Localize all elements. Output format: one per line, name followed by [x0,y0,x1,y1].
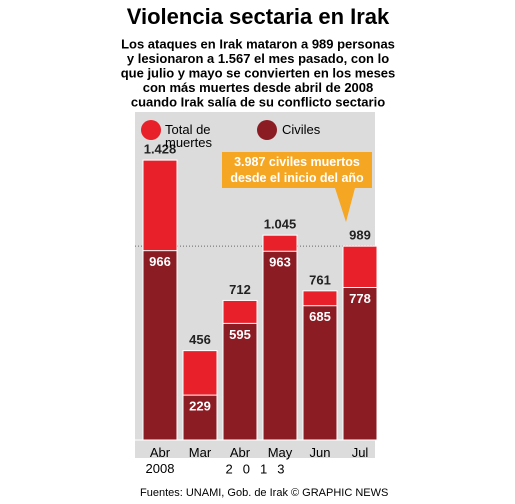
subtitle-line: que julio y mayo se convierten en los me… [121,65,396,80]
annotation: 3.987 civiles muertos desde el inicio de… [222,152,372,188]
legend-swatch [257,120,277,140]
data-label: 229 [189,399,211,414]
data-label: 966 [149,254,171,269]
annotation-pointer [335,188,355,222]
data-label: 1.045 [264,217,297,232]
x-tick-label: May [268,445,293,460]
bar [222,322,258,441]
bar [302,305,338,441]
data-label: 712 [229,282,251,297]
chart-title: Violencia sectaria en Irak [127,4,390,29]
data-label: 595 [229,327,251,342]
legend-label: Civiles [282,122,321,137]
subtitle-line: y lesionaron a 1.567 el mes pasado, con … [127,51,389,66]
legend-swatch [141,120,161,140]
x-tick-label: Mar [189,445,212,460]
subtitle-line: Los ataques en Irak mataron a 989 person… [121,36,395,51]
legend-label: Total de muertes [165,122,212,150]
bar [262,250,298,441]
bar [342,287,378,441]
data-label: 456 [189,332,211,347]
x-tick-label: Abr 2008 [146,445,175,476]
bar [142,250,178,441]
x-tick-label: Jun [310,445,331,460]
subtitle-line: con más muertes desde abril de 2008 [143,80,374,95]
data-label: 778 [349,291,371,306]
x-tick-label: Jul [352,445,369,460]
data-label: 1.428 [144,142,177,157]
x-tick-label: Abr [230,445,251,460]
subtitle-line: cuando Irak salía de su conflicto sectar… [131,94,385,109]
bar [182,394,218,441]
data-label: 685 [309,309,331,324]
year-label: 2013 [226,461,295,476]
data-label: 989 [349,228,371,243]
source: Fuentes: UNAMI, Gob. de Irak © GRAPHIC N… [140,487,388,499]
data-label: 963 [269,255,291,270]
data-label: 761 [309,272,331,287]
